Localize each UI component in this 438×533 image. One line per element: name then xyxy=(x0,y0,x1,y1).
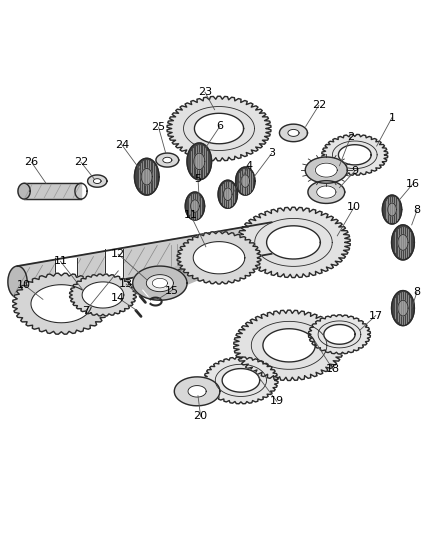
Polygon shape xyxy=(308,315,371,354)
Text: 22: 22 xyxy=(74,157,88,167)
Text: 11: 11 xyxy=(184,210,198,220)
Polygon shape xyxy=(288,130,299,136)
Polygon shape xyxy=(188,385,206,397)
Polygon shape xyxy=(223,188,232,200)
Polygon shape xyxy=(166,227,272,293)
Text: 15: 15 xyxy=(165,286,179,296)
Text: 17: 17 xyxy=(369,311,383,320)
Polygon shape xyxy=(398,235,408,251)
Polygon shape xyxy=(152,278,167,288)
Text: 11: 11 xyxy=(53,256,67,266)
Polygon shape xyxy=(339,144,371,165)
Polygon shape xyxy=(70,274,136,316)
Polygon shape xyxy=(322,134,388,175)
Polygon shape xyxy=(163,157,172,163)
Polygon shape xyxy=(174,377,220,406)
Text: 20: 20 xyxy=(194,411,208,421)
Polygon shape xyxy=(18,222,272,297)
Text: 23: 23 xyxy=(198,87,212,97)
Polygon shape xyxy=(82,282,124,308)
Polygon shape xyxy=(194,153,205,169)
Polygon shape xyxy=(317,186,336,198)
Text: 12: 12 xyxy=(111,249,125,259)
Polygon shape xyxy=(398,300,408,316)
Text: 8: 8 xyxy=(413,205,420,215)
Text: 5: 5 xyxy=(194,174,201,184)
Polygon shape xyxy=(187,143,212,180)
Polygon shape xyxy=(141,168,152,185)
Text: 16: 16 xyxy=(406,179,420,189)
Polygon shape xyxy=(167,96,271,161)
Polygon shape xyxy=(93,179,101,183)
Polygon shape xyxy=(324,325,355,344)
Text: 26: 26 xyxy=(25,157,39,167)
Text: 19: 19 xyxy=(270,397,284,406)
Polygon shape xyxy=(146,274,173,292)
Polygon shape xyxy=(193,241,245,274)
Text: 8: 8 xyxy=(413,287,420,297)
Polygon shape xyxy=(392,290,414,326)
Polygon shape xyxy=(177,231,261,284)
Text: 3: 3 xyxy=(268,149,275,158)
Polygon shape xyxy=(263,329,315,362)
Polygon shape xyxy=(388,203,396,216)
Polygon shape xyxy=(156,153,179,167)
Text: 25: 25 xyxy=(152,122,166,132)
Text: 22: 22 xyxy=(312,100,326,110)
Polygon shape xyxy=(55,258,77,289)
Polygon shape xyxy=(105,249,123,281)
Text: 1: 1 xyxy=(389,112,396,123)
Polygon shape xyxy=(236,167,255,195)
Polygon shape xyxy=(185,192,205,220)
Polygon shape xyxy=(222,369,260,392)
Text: 14: 14 xyxy=(111,293,125,303)
Polygon shape xyxy=(204,357,278,403)
Polygon shape xyxy=(8,266,27,297)
Polygon shape xyxy=(315,163,337,177)
Polygon shape xyxy=(194,114,244,144)
Polygon shape xyxy=(267,226,320,259)
Polygon shape xyxy=(234,310,344,381)
Text: 4: 4 xyxy=(245,161,252,171)
Text: 7: 7 xyxy=(82,306,89,316)
Polygon shape xyxy=(18,183,30,199)
Text: 13: 13 xyxy=(119,279,133,289)
Polygon shape xyxy=(382,195,402,224)
Text: 18: 18 xyxy=(326,365,340,374)
Polygon shape xyxy=(133,266,187,300)
Polygon shape xyxy=(237,207,350,278)
Polygon shape xyxy=(134,158,159,195)
Polygon shape xyxy=(241,175,250,188)
Polygon shape xyxy=(305,157,347,183)
Polygon shape xyxy=(88,175,107,187)
Text: 10: 10 xyxy=(347,203,361,212)
Text: 2: 2 xyxy=(347,132,354,142)
Polygon shape xyxy=(31,285,92,323)
Polygon shape xyxy=(191,200,199,212)
Text: 10: 10 xyxy=(17,280,31,290)
Polygon shape xyxy=(24,183,81,199)
Polygon shape xyxy=(308,181,345,204)
Polygon shape xyxy=(13,273,110,334)
Text: 9: 9 xyxy=(351,166,358,176)
Text: 24: 24 xyxy=(115,140,129,150)
Text: 6: 6 xyxy=(216,122,223,131)
Polygon shape xyxy=(218,180,237,208)
Polygon shape xyxy=(392,225,414,260)
Polygon shape xyxy=(279,124,307,142)
